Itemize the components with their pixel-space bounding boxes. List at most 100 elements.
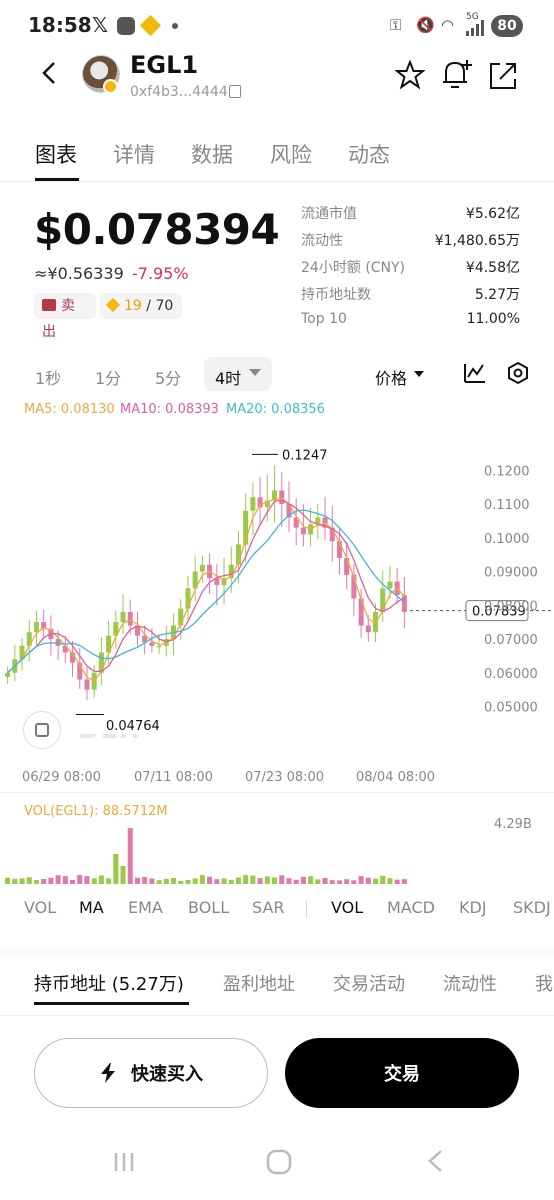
ind-vol[interactable]: VOL	[24, 898, 57, 917]
indicator-icon[interactable]	[463, 362, 487, 384]
star-icon[interactable]	[395, 60, 425, 90]
dot-icon	[172, 23, 178, 29]
cny-price: ≈¥0.56339	[34, 264, 124, 283]
copy-icon[interactable]	[229, 85, 241, 98]
candle-body	[235, 544, 241, 565]
ind-ema[interactable]: EMA	[128, 898, 163, 917]
ind-sub-vol[interactable]: VOL	[331, 898, 364, 917]
candle-body	[19, 645, 25, 660]
ma10-label: MA10: 0.08393	[120, 402, 219, 417]
candle-body	[142, 635, 148, 643]
divider	[0, 1015, 554, 1016]
nav-back-button[interactable]	[425, 1148, 445, 1181]
share-icon[interactable]	[488, 61, 518, 91]
ind-kdj[interactable]: KDJ	[459, 898, 487, 917]
low-label: 0.04764	[78, 719, 160, 734]
tab-more[interactable]: 我	[535, 974, 553, 995]
msg-icon	[117, 17, 135, 35]
quick-buy-button[interactable]: 快速买入	[34, 1038, 268, 1108]
status-bar: 18:58 𝕏 ⚿ 🔇 ◠ 5G 80	[0, 0, 554, 52]
stat-label: 持币地址数	[301, 287, 371, 303]
volume-bar	[199, 875, 205, 884]
settings-icon[interactable]	[506, 361, 530, 385]
timeframe-4h[interactable]: 4时	[215, 369, 242, 388]
price-chart[interactable]: 0.1247 0.07839 0.1200 0.1100 0.1000 0.09000 0…	[0, 420, 554, 800]
ma20-label: MA20: 0.08356	[226, 402, 325, 417]
y-tick-label: 0.08000	[484, 599, 538, 614]
tab-holders[interactable]: 持币地址 (5.27万)	[34, 974, 184, 995]
caret-down-icon	[414, 371, 424, 377]
volume-bar	[228, 879, 234, 884]
trade-button[interactable]: 交易	[285, 1038, 519, 1108]
score-badge[interactable]: 19 / 70	[100, 293, 182, 319]
ind-skdj[interactable]: SKDJ	[513, 898, 551, 917]
timeframe-1s[interactable]: 1秒	[35, 369, 62, 388]
volume-bar	[394, 879, 400, 884]
volume-bar	[279, 875, 285, 884]
candle-body	[293, 517, 299, 528]
token-name: EGL1	[130, 51, 199, 79]
high-label: 0.1247	[282, 448, 328, 463]
candle-body	[243, 510, 249, 545]
volume-bar	[178, 880, 184, 884]
y-tick-label: 0.1100	[484, 498, 530, 513]
stat-value: ¥1,480.65万	[434, 233, 520, 249]
x-tick-label: 08/04 08:00	[356, 770, 435, 785]
stat-value: ¥4.58亿	[465, 260, 520, 276]
section-gap	[0, 948, 554, 956]
price-type-select[interactable]: 价格	[375, 369, 408, 388]
tab-details[interactable]: 详情	[113, 143, 155, 167]
divider	[306, 900, 307, 918]
back-button[interactable]	[40, 60, 66, 90]
timeframe-1m[interactable]: 1分	[95, 369, 122, 388]
recents-icon	[114, 1153, 134, 1171]
candle-body	[387, 581, 393, 589]
tab-data[interactable]: 数据	[191, 143, 233, 167]
volume-bar	[5, 877, 11, 884]
tab-trades[interactable]: 交易活动	[333, 974, 405, 995]
stat-value: ¥5.62亿	[465, 206, 520, 222]
home-button[interactable]	[265, 1148, 293, 1183]
ind-sar[interactable]: SAR	[252, 898, 285, 917]
signal-icon	[466, 20, 484, 36]
volume-bar	[163, 879, 169, 884]
timeframe-5m[interactable]: 5分	[155, 369, 182, 388]
volume-bar	[293, 879, 299, 884]
tab-risk[interactable]: 风险	[270, 143, 312, 167]
tab-profit-addresses[interactable]: 盈利地址	[223, 974, 295, 995]
current-price-label: 0.07839	[472, 605, 526, 620]
volume-bar	[26, 877, 32, 884]
sell-label: 卖出	[42, 298, 75, 340]
ind-boll[interactable]: BOLL	[188, 898, 230, 917]
volume-bar	[134, 877, 140, 884]
volume-bar	[127, 828, 133, 884]
quick-buy-label: 快速买入	[131, 1064, 203, 1085]
tab-chart[interactable]: 图表	[35, 143, 77, 167]
candle-body	[106, 635, 112, 653]
volume-bar	[365, 877, 371, 884]
volume-bar	[192, 878, 198, 884]
volume-bar	[358, 876, 364, 884]
add-alert-icon[interactable]	[440, 58, 472, 92]
lightning-icon	[101, 1063, 115, 1083]
tab-liquidity[interactable]: 流动性	[443, 974, 497, 995]
volume-bar	[120, 866, 126, 884]
recent-apps-button[interactable]	[113, 1148, 135, 1181]
volume-bar	[344, 879, 350, 884]
ind-macd[interactable]: MACD	[387, 898, 435, 917]
volume-bar	[149, 878, 155, 884]
nav-back-icon	[428, 1150, 442, 1172]
volume-bar	[315, 879, 321, 884]
sell-badge[interactable]: 卖出	[34, 293, 96, 340]
volume-bar	[387, 878, 393, 884]
tab-indicator	[35, 178, 79, 181]
volume-bar	[70, 879, 76, 884]
candle-body	[178, 608, 184, 626]
candle-body	[192, 571, 198, 589]
candle-body	[358, 598, 364, 626]
ind-ma[interactable]: MA	[79, 898, 104, 917]
fullscreen-button[interactable]	[23, 711, 61, 749]
tab-activity[interactable]: 动态	[348, 143, 390, 167]
candle-body	[127, 612, 133, 626]
ma5-line	[7, 497, 405, 682]
